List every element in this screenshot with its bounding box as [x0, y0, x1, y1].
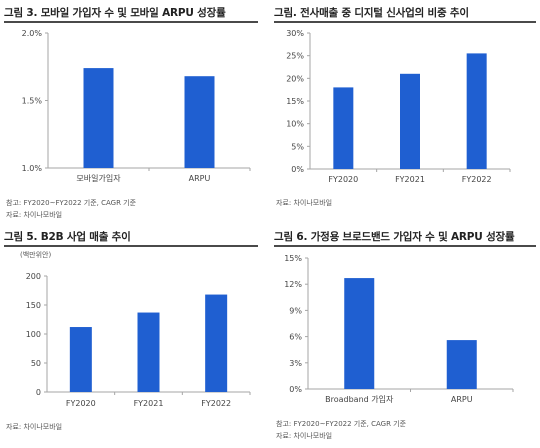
bar [333, 87, 354, 169]
y-axis-unit: (백만위안) [20, 251, 52, 259]
chart-plot: 1.0% 1.5% 2.0% 모바일가입자 ARPU [22, 29, 251, 183]
bar [344, 278, 375, 389]
title-divider [4, 21, 258, 23]
title-divider [274, 245, 536, 247]
y-tick-label: 6% [289, 333, 302, 342]
chart-title: 그림 5. B2B 사업 매출 추이 [4, 231, 131, 243]
x-tick-label: FY2020 [66, 399, 96, 408]
y-tick-label: 1.0% [22, 164, 43, 173]
y-tick-label: 25% [286, 52, 304, 61]
x-tick-label: ARPU [189, 174, 211, 183]
y-tick-label: 20% [286, 74, 304, 83]
chart-panel-1: 그림 3. 모바일 가입자 수 및 모바일 ARPU 성장률 1.0% 1.5% 2… [0, 0, 270, 224]
title-divider [4, 245, 258, 247]
chart-title: 그림 3. 모바일 가입자 수 및 모바일 ARPU 성장률 [4, 7, 226, 19]
title-divider [274, 21, 536, 23]
y-tick-label: 0% [291, 165, 304, 174]
chart-plot: 0% 5% 10% 15% 20% 25% 30% FY2020 FY2021 FY2022 [286, 29, 511, 184]
bar [69, 327, 92, 392]
y-tick-label: 0% [289, 385, 302, 394]
y-tick-label: 15% [284, 254, 302, 263]
chart-note: 참고: FY2020~FY2022 기준, CAGR 기준 [276, 420, 407, 428]
y-tick-label: 200 [26, 272, 41, 281]
chart-note: 참고: FY2020~FY2022 기준, CAGR 기준 [6, 199, 137, 207]
x-tick-label: ARPU [451, 395, 473, 404]
y-tick-label: 0 [36, 388, 41, 397]
y-tick-label: 10% [286, 120, 304, 129]
y-tick-label: 1.5% [22, 97, 43, 106]
bar [400, 73, 420, 169]
y-tick-label: 9% [289, 306, 302, 315]
x-tick-label: Broadband 가입자 [325, 395, 394, 404]
y-tick-label: 15% [286, 97, 304, 106]
bar [184, 76, 215, 168]
bar [205, 294, 228, 392]
x-tick-label: FY2020 [328, 175, 358, 184]
bar [446, 340, 477, 389]
chart-panel-3: 그림 5. B2B 사업 매출 추이 (백만위안) 0 50 100 150 200 FY… [0, 224, 270, 448]
x-tick-label: FY2022 [201, 399, 231, 408]
y-tick-label: 12% [284, 280, 302, 289]
y-tick-label: 30% [286, 29, 304, 38]
y-tick-label: 100 [26, 330, 41, 339]
chart-plot: 0 50 100 150 200 FY2020 FY2021 FY2022 [26, 272, 251, 408]
y-tick-label: 50 [31, 359, 41, 368]
y-tick-label: 150 [26, 301, 41, 310]
y-tick-label: 5% [291, 142, 304, 151]
bar [137, 312, 160, 392]
bar [83, 68, 114, 168]
x-tick-label: FY2021 [134, 399, 164, 408]
chart-source: 자료: 차이나모바일 [6, 211, 63, 219]
chart-source: 자료: 차이나모바일 [6, 423, 63, 431]
bar [466, 53, 487, 169]
y-tick-label: 2.0% [22, 29, 43, 38]
x-tick-label: FY2022 [462, 175, 492, 184]
chart-plot: 0% 3% 6% 9% 12% 15% Broadband 가입자 ARPU [284, 254, 514, 404]
chart-source: 자료: 차이나모바일 [276, 199, 333, 207]
x-tick-label: FY2021 [395, 175, 425, 184]
chart-title: 그림. 전사매출 중 디지털 신사업의 비중 추이 [274, 7, 469, 19]
chart-title: 그림 6. 가정용 브로드밴드 가입자 수 및 ARPU 성장률 [274, 231, 515, 243]
y-tick-label: 3% [289, 359, 302, 368]
chart-source: 자료: 차이나모바일 [276, 432, 333, 440]
chart-panel-2: 그림. 전사매출 중 디지털 신사업의 비중 추이 0% 5% 10% 15% 20% 2… [270, 0, 540, 224]
x-tick-label: 모바일가입자 [76, 173, 121, 183]
chart-panel-4: 그림 6. 가정용 브로드밴드 가입자 수 및 ARPU 성장률 0% 3% 6% 9… [270, 224, 540, 448]
